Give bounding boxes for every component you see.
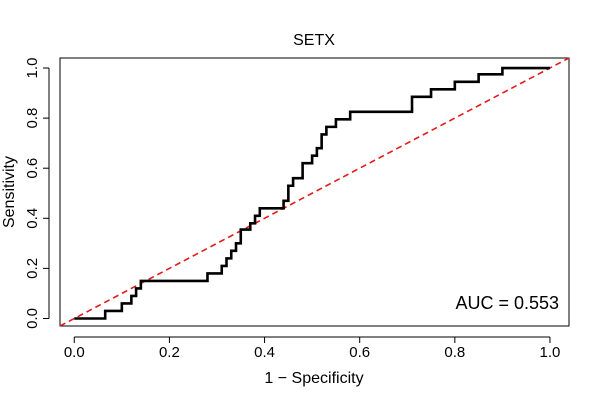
chance-diagonal-line xyxy=(59,57,570,327)
x-tick-label: 0.2 xyxy=(159,344,180,361)
y-axis: 0.0 0.2 0.4 0.6 0.8 1.0 xyxy=(24,58,50,329)
y-axis-title: Sensitivity xyxy=(1,156,18,228)
y-tick-label: 0.6 xyxy=(24,158,41,179)
x-tick-label: 0.8 xyxy=(444,344,465,361)
y-tick-label: 0.0 xyxy=(24,308,41,329)
plot-frame xyxy=(59,57,570,327)
x-axis-title: 1 − Specificity xyxy=(264,370,363,387)
y-tick-label: 0.8 xyxy=(24,108,41,129)
x-tick-label: 0.0 xyxy=(64,344,85,361)
chart-title: SETX xyxy=(293,32,335,49)
auc-annotation: AUC = 0.553 xyxy=(455,293,559,313)
x-tick-label: 0.4 xyxy=(254,344,275,361)
y-tick-label: 1.0 xyxy=(24,58,41,79)
x-axis: 0.0 0.2 0.4 0.6 0.8 1.0 xyxy=(64,336,561,361)
x-tick-label: 1.0 xyxy=(540,344,561,361)
roc-curve-line xyxy=(74,66,550,320)
x-tick-label: 0.6 xyxy=(349,344,370,361)
plot-layer xyxy=(59,57,570,327)
y-tick-label: 0.2 xyxy=(24,258,41,279)
y-tick-label: 0.4 xyxy=(24,208,41,229)
